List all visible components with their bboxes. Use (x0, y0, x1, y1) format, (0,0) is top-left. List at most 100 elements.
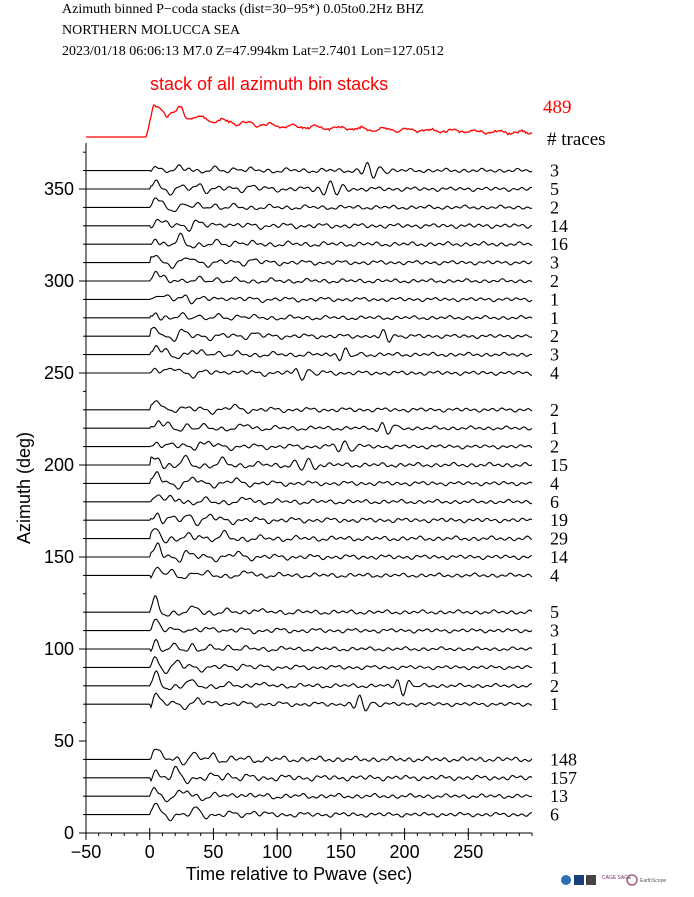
logo-icon (586, 875, 596, 885)
trace-count-label: 1 (550, 289, 559, 309)
trace-count-label: 14 (550, 216, 568, 236)
x-tick-label: 200 (390, 842, 420, 862)
trace-line (86, 566, 533, 580)
y-axis-label: Azimuth (deg) (14, 432, 34, 544)
x-tick-label: 100 (262, 842, 292, 862)
trace-count-label: 3 (550, 621, 559, 641)
trace-line (86, 440, 533, 453)
trace-line (86, 618, 533, 635)
trace-line (86, 638, 533, 653)
trace-line (86, 311, 533, 321)
y-tick-label: 350 (44, 179, 74, 199)
x-tick-label: 0 (145, 842, 155, 862)
trace-count-label: 5 (550, 602, 559, 622)
x-tick-label: 250 (453, 842, 483, 862)
trace-line (86, 254, 533, 270)
trace-count-label: 2 (550, 197, 559, 217)
trace-line (86, 595, 533, 617)
trace-count-label: 16 (550, 234, 568, 254)
trace-count-label: 1 (550, 657, 559, 677)
trace-line (86, 161, 533, 179)
trace-count-label: 4 (550, 363, 559, 383)
logo-icon (561, 875, 571, 885)
trace-line (86, 692, 533, 712)
trace-line (86, 400, 533, 416)
y-tick-label: 0 (64, 823, 74, 843)
x-tick-label: 50 (203, 842, 223, 862)
axes: −50 0 50 100 150 200 250050100150200250300350T… (14, 143, 533, 884)
y-tick-label: 300 (44, 271, 74, 291)
trace-count-label: 4 (550, 565, 559, 585)
trace-count-label: 4 (550, 473, 559, 493)
y-tick-label: 50 (54, 731, 74, 751)
trace-line (86, 670, 532, 697)
trace-line (86, 655, 533, 675)
y-tick-label: 150 (44, 547, 74, 567)
x-tick-label: 150 (326, 842, 356, 862)
trace-lines (86, 161, 533, 822)
logo-label: CAGE SAGE (602, 875, 632, 881)
stack-panel: stack of all azimuth bin stacks 489 # trac… (86, 74, 606, 150)
trace-count-label: 5 (550, 179, 559, 199)
trace-count-label: 157 (550, 768, 577, 788)
trace-line (86, 218, 533, 232)
trace-line (86, 528, 533, 544)
trace-line (86, 471, 533, 490)
trace-count-label: 13 (550, 786, 568, 806)
trace-count-label: 14 (550, 547, 568, 567)
trace-line (86, 232, 533, 249)
trace-line (86, 179, 532, 196)
trace-count-label: 2 (550, 437, 559, 457)
trace-count-label: 2 (550, 400, 559, 420)
trace-line (86, 542, 533, 563)
y-tick-label: 200 (44, 455, 74, 475)
y-tick-label: 250 (44, 363, 74, 383)
trace-count-label: 1 (550, 308, 559, 328)
trace-count-labels: 3521416321123421215461929144531121148157… (550, 161, 577, 825)
trace-line (86, 344, 533, 362)
y-tick-label: 100 (44, 639, 74, 659)
trace-line (86, 748, 533, 766)
trace-count-label: 19 (550, 510, 568, 530)
trace-count-label: 148 (550, 749, 577, 769)
trace-count-label: 2 (550, 326, 559, 346)
header-line-1: Azimuth binned P−coda stacks (dist=30−95… (62, 2, 424, 17)
trace-line (86, 197, 533, 213)
trace-count-label: 1 (550, 418, 559, 438)
trace-count-label: 29 (550, 529, 568, 549)
trace-count-label: 6 (550, 805, 559, 825)
trace-count-label: 3 (550, 345, 559, 365)
trace-line (86, 294, 533, 305)
trace-line (86, 270, 533, 284)
x-axis-label: Time relative to Pwave (sec) (186, 864, 412, 884)
logo-label: EarthScope (640, 878, 666, 884)
trace-line (86, 787, 533, 803)
trace-count-label: 3 (550, 253, 559, 273)
trace-count-label: 15 (550, 455, 568, 475)
sponsor-logos: CAGE SAGE EarthScope (560, 868, 680, 892)
trace-line (86, 802, 532, 822)
trace-count-label: 2 (550, 271, 559, 291)
count-header: # traces (547, 129, 606, 150)
trace-count-label: 2 (550, 676, 559, 696)
logo-icon (574, 875, 584, 885)
trace-line (86, 454, 533, 471)
header-line-2: NORTHERN MOLUCCA SEA (62, 23, 241, 38)
logo-icon (626, 874, 638, 886)
trace-line (86, 512, 533, 527)
stack-count: 489 (543, 97, 572, 118)
trace-line (86, 765, 533, 785)
trace-line (86, 419, 533, 436)
header-line-3: 2023/01/18 06:06:13 M7.0 Z=47.994km Lat=… (62, 44, 444, 59)
trace-line (86, 326, 533, 343)
trace-count-label: 1 (550, 694, 559, 714)
trace-count-label: 6 (550, 492, 559, 512)
trace-line (86, 367, 533, 381)
stack-title: stack of all azimuth bin stacks (150, 74, 388, 94)
trace-count-label: 3 (550, 161, 559, 181)
trace-line (86, 494, 533, 506)
x-tick-label: −50 (71, 842, 102, 862)
stack-line (86, 104, 533, 138)
trace-count-label: 1 (550, 639, 559, 659)
